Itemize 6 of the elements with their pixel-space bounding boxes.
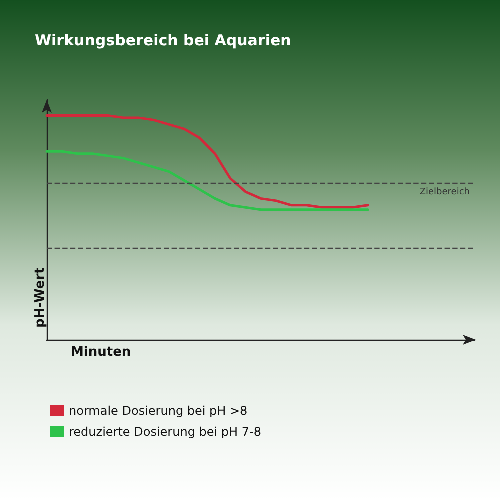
y-axis-title: pH-Wert (33, 268, 48, 328)
chart-title: Wirkungsbereich bei Aquarien (35, 32, 292, 50)
x-axis-title: Minuten (71, 345, 132, 360)
legend-label: reduzierte Dosierung bei pH 7-8 (69, 425, 262, 439)
ref-line-label: Zielbereich (420, 187, 470, 198)
legend-label: normale Dosierung bei pH >8 (69, 404, 248, 418)
